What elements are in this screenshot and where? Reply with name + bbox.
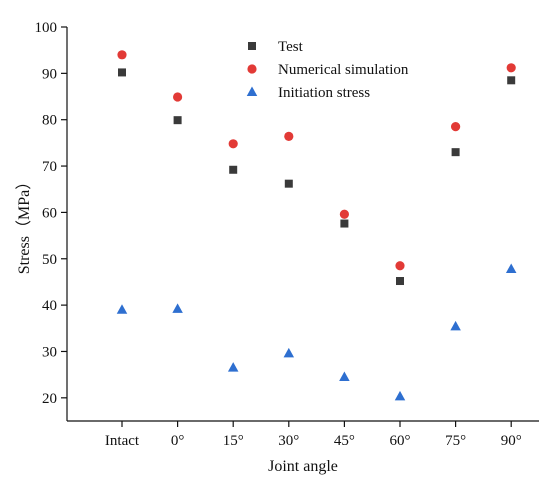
- data-marks: [116, 50, 517, 401]
- x-tick-label-6: 75°: [445, 433, 466, 449]
- x-tick-label-0: Intact: [105, 433, 140, 449]
- point-triangle-5: [394, 390, 406, 401]
- point-circle-2: [228, 139, 238, 149]
- legend-label-circle: Numerical simulation: [278, 62, 409, 78]
- point-square-6: [451, 148, 460, 157]
- y-tick-label-80: 80: [42, 113, 57, 129]
- point-square-5: [396, 277, 404, 286]
- point-triangle-4: [339, 371, 350, 381]
- legend-label-triangle: Initiation stress: [278, 85, 370, 101]
- x-tick-label-5: 60°: [390, 433, 411, 449]
- x-tick-label-1: 0°: [171, 433, 185, 449]
- point-circle-6: [451, 122, 461, 132]
- legend-marker-circle: [247, 64, 257, 74]
- y-axis-title: Stress（MPa）: [15, 174, 33, 274]
- point-circle-4: [339, 209, 349, 219]
- x-ticks: Intact 0° 15° 30° 45° 60° 75° 90°: [105, 421, 522, 449]
- y-tick-label-50: 50: [42, 252, 57, 268]
- point-circle-1: [173, 92, 183, 102]
- y-tick-label-20: 20: [42, 391, 57, 407]
- legend: Test Numerical simulation Initiation stres…: [246, 39, 409, 101]
- point-square-2: [229, 165, 238, 174]
- y-ticks: 20 30 40 50 60 70 80 90 100: [35, 20, 67, 407]
- y-tick-label-60: 60: [42, 205, 57, 221]
- point-circle-0: [117, 50, 127, 60]
- plot-area: [66, 27, 539, 422]
- point-square-4: [340, 219, 349, 228]
- point-triangle-2: [227, 362, 239, 372]
- point-square-1: [173, 116, 182, 125]
- legend-label-square: Test: [278, 39, 304, 55]
- x-tick-label-3: 30°: [278, 433, 299, 449]
- x-tick-label-2: 15°: [223, 433, 244, 449]
- point-circle-7: [506, 63, 516, 73]
- y-tick-label-90: 90: [42, 66, 57, 82]
- y-tick-label-40: 40: [42, 298, 57, 314]
- point-circle-5: [395, 261, 405, 271]
- point-triangle-6: [450, 320, 461, 331]
- x-tick-label-4: 45°: [334, 433, 355, 449]
- y-tick-label-100: 100: [35, 20, 58, 36]
- point-square-0: [118, 68, 126, 77]
- x-axis-title: Joint angle: [268, 458, 338, 475]
- point-circle-3: [284, 131, 294, 141]
- point-triangle-1: [172, 303, 183, 313]
- point-triangle-3: [283, 347, 295, 358]
- point-triangle-7: [505, 263, 517, 273]
- legend-marker-square: [248, 42, 256, 50]
- legend-marker-triangle: [246, 86, 258, 96]
- point-square-3: [284, 179, 293, 188]
- point-square-7: [507, 76, 516, 85]
- y-tick-label-30: 30: [42, 344, 57, 360]
- point-triangle-0: [116, 304, 128, 314]
- y-tick-label-70: 70: [42, 159, 57, 175]
- x-tick-label-7: 90°: [501, 433, 522, 449]
